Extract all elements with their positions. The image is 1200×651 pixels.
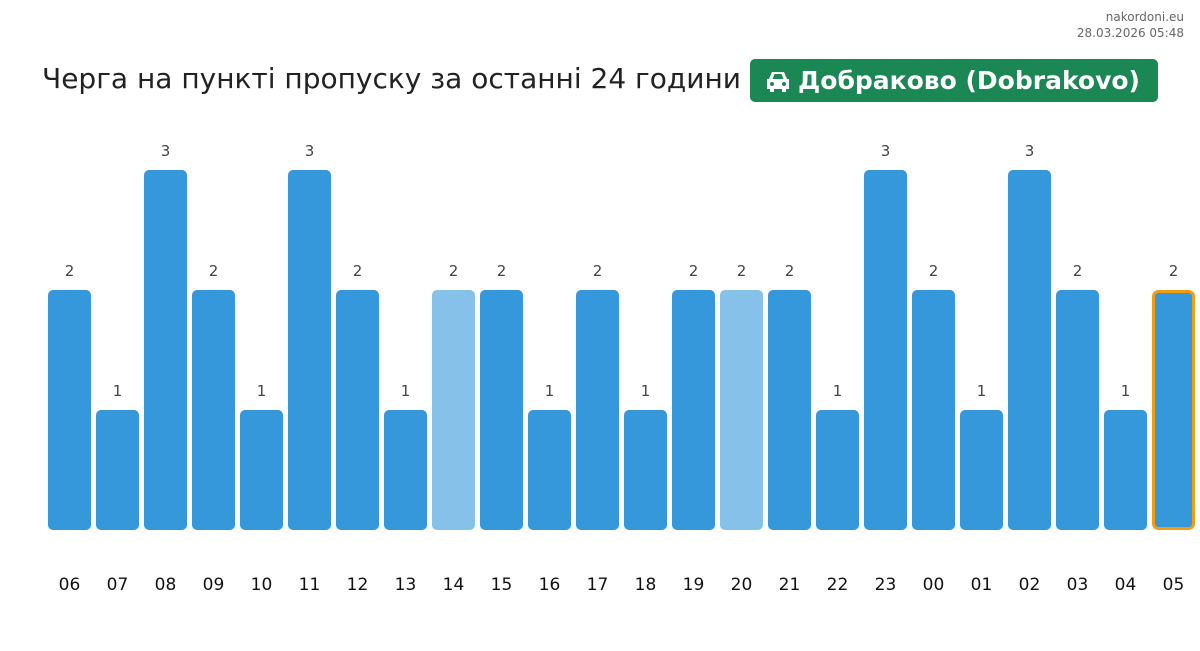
bar-08 bbox=[144, 170, 187, 530]
x-tick-label: 03 bbox=[1067, 575, 1089, 595]
value-label: 3 bbox=[305, 142, 315, 160]
x-tick-label: 06 bbox=[59, 575, 81, 595]
x-tick-label: 21 bbox=[779, 575, 801, 595]
value-label: 2 bbox=[593, 262, 603, 280]
value-label: 1 bbox=[113, 382, 123, 400]
value-label: 2 bbox=[785, 262, 795, 280]
bar-19 bbox=[672, 290, 715, 530]
value-label: 2 bbox=[929, 262, 939, 280]
bar-11 bbox=[288, 170, 331, 530]
bar-17 bbox=[576, 290, 619, 530]
x-tick-label: 23 bbox=[875, 575, 897, 595]
value-label: 2 bbox=[65, 262, 75, 280]
value-label: 1 bbox=[833, 382, 843, 400]
x-tick-label: 10 bbox=[251, 575, 273, 595]
bar-06 bbox=[48, 290, 91, 530]
bar-16 bbox=[528, 410, 571, 530]
x-tick-label: 15 bbox=[491, 575, 513, 595]
x-tick-label: 01 bbox=[971, 575, 993, 595]
bar-12 bbox=[336, 290, 379, 530]
bar-23 bbox=[864, 170, 907, 530]
bar-21 bbox=[768, 290, 811, 530]
bar-07 bbox=[96, 410, 139, 530]
bar-03 bbox=[1056, 290, 1099, 530]
value-label: 3 bbox=[161, 142, 171, 160]
bar-15 bbox=[480, 290, 523, 530]
x-tick-label: 05 bbox=[1163, 575, 1185, 595]
value-label: 2 bbox=[1073, 262, 1083, 280]
x-tick-label: 09 bbox=[203, 575, 225, 595]
value-label: 2 bbox=[737, 262, 747, 280]
x-tick-label: 00 bbox=[923, 575, 945, 595]
timestamp: 28.03.2026 05:48 bbox=[1076, 26, 1184, 40]
bar-04 bbox=[1104, 410, 1147, 530]
site-info: nakordoni.eu 28.03.2026 05:48 bbox=[1077, 9, 1184, 41]
value-label: 1 bbox=[257, 382, 267, 400]
value-label: 2 bbox=[689, 262, 699, 280]
x-tick-label: 22 bbox=[827, 575, 849, 595]
x-tick-label: 11 bbox=[299, 575, 321, 595]
bar-02 bbox=[1008, 170, 1051, 530]
x-tick-label: 04 bbox=[1115, 575, 1137, 595]
x-tick-label: 14 bbox=[443, 575, 465, 595]
value-label: 3 bbox=[1025, 142, 1035, 160]
x-tick-label: 07 bbox=[107, 575, 129, 595]
site-name: nakordoni.eu bbox=[1105, 10, 1184, 24]
checkpoint-name: Добраково (Dobrakovo) bbox=[798, 66, 1140, 95]
bar-01 bbox=[960, 410, 1003, 530]
bar-10 bbox=[240, 410, 283, 530]
value-label: 1 bbox=[641, 382, 651, 400]
x-tick-label: 18 bbox=[635, 575, 657, 595]
bar-09 bbox=[192, 290, 235, 530]
value-label: 3 bbox=[881, 142, 891, 160]
value-label: 1 bbox=[401, 382, 411, 400]
x-tick-label: 02 bbox=[1019, 575, 1041, 595]
bar-18 bbox=[624, 410, 667, 530]
value-label: 2 bbox=[1169, 262, 1179, 280]
x-tick-label: 20 bbox=[731, 575, 753, 595]
x-tick-label: 12 bbox=[347, 575, 369, 595]
x-tick-label: 13 bbox=[395, 575, 417, 595]
value-label: 2 bbox=[497, 262, 507, 280]
value-label: 1 bbox=[545, 382, 555, 400]
checkpoint-badge: Добраково (Dobrakovo) bbox=[750, 59, 1158, 102]
x-tick-label: 17 bbox=[587, 575, 609, 595]
bar-13 bbox=[384, 410, 427, 530]
bar-22 bbox=[816, 410, 859, 530]
value-label: 1 bbox=[1121, 382, 1131, 400]
bar-05 bbox=[1152, 290, 1195, 530]
bar-20 bbox=[720, 290, 763, 530]
x-tick-label: 19 bbox=[683, 575, 705, 595]
value-label: 2 bbox=[353, 262, 363, 280]
bar-00 bbox=[912, 290, 955, 530]
value-label: 2 bbox=[209, 262, 219, 280]
page-title: Черга на пункті пропуску за останні 24 г… bbox=[42, 62, 741, 95]
value-label: 2 bbox=[449, 262, 459, 280]
x-tick-label: 16 bbox=[539, 575, 561, 595]
value-label: 1 bbox=[977, 382, 987, 400]
car-icon bbox=[767, 71, 789, 92]
x-tick-label: 08 bbox=[155, 575, 177, 595]
bar-14 bbox=[432, 290, 475, 530]
